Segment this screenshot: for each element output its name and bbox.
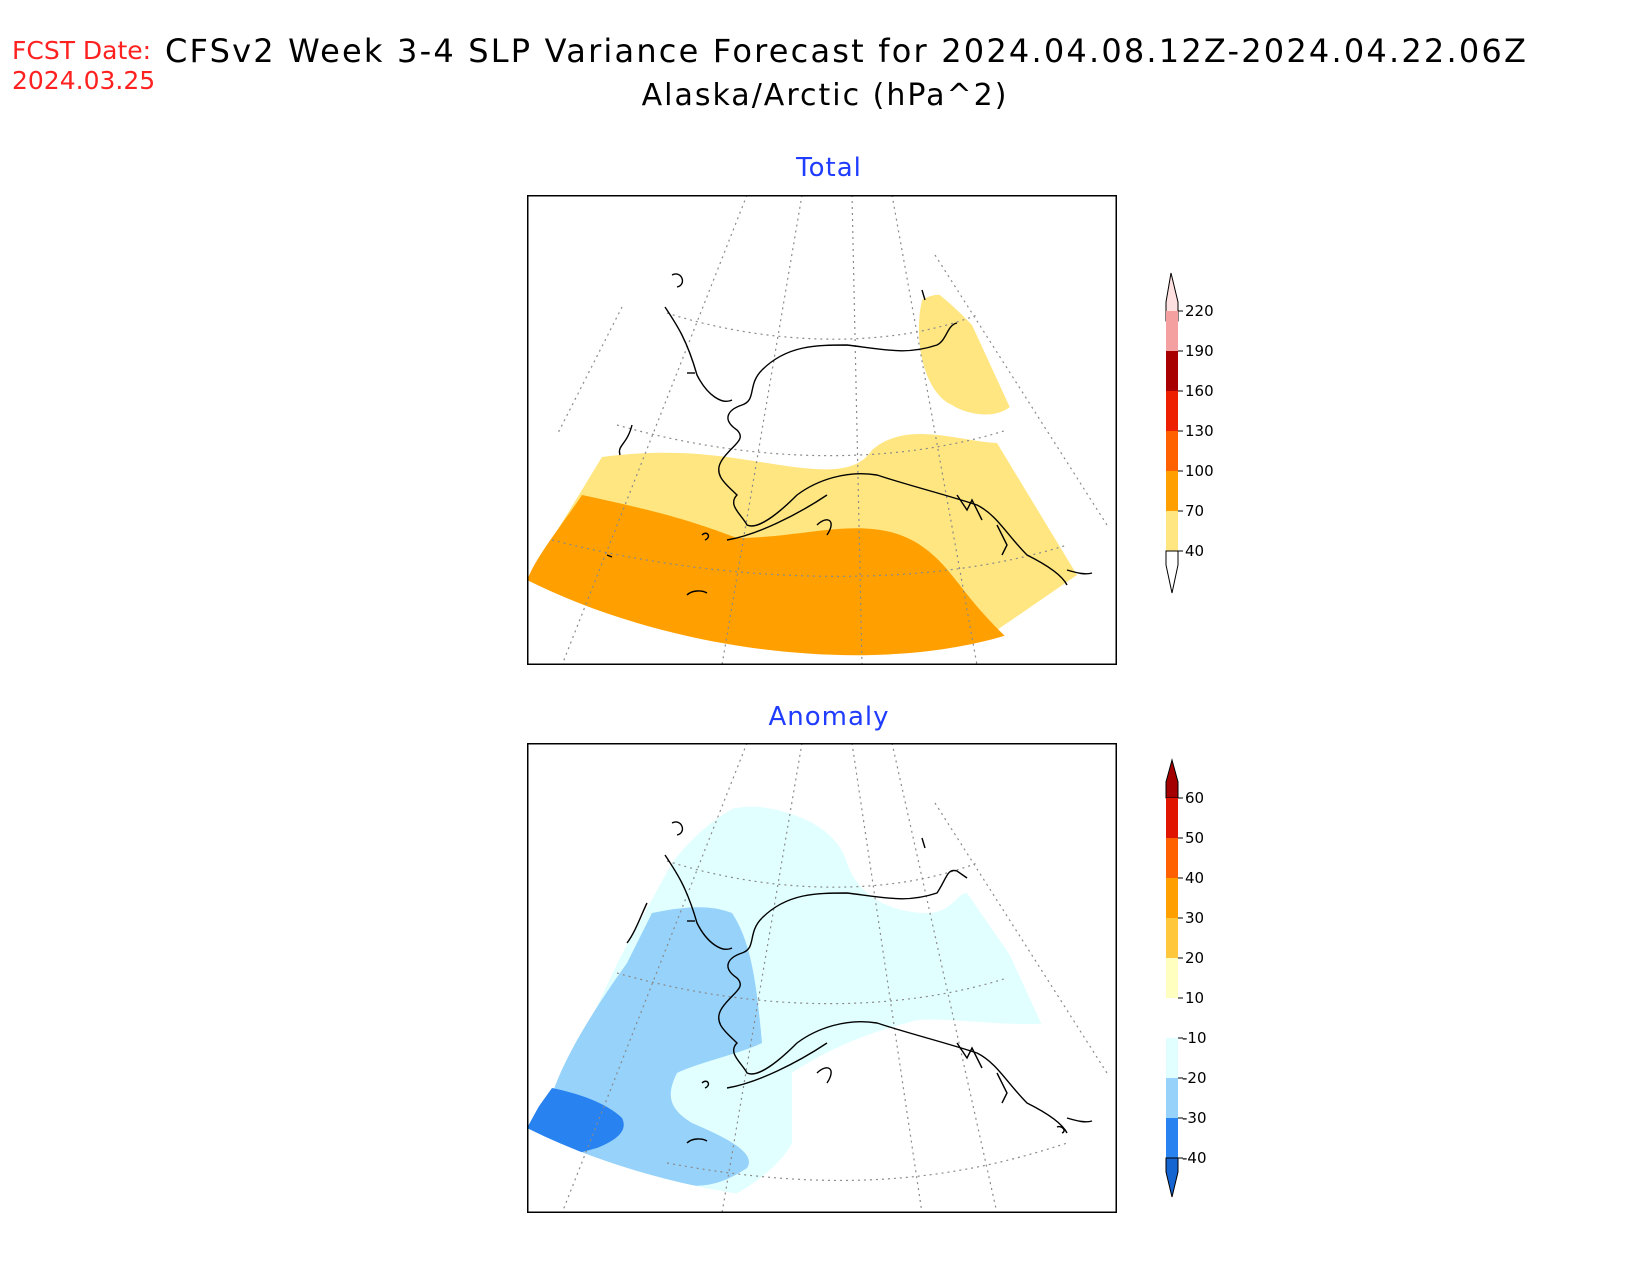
anomaly-colorbar-label: -40 bbox=[1182, 1149, 1207, 1167]
total-variance-map bbox=[527, 195, 1117, 665]
anomaly-colorbar-label: -20 bbox=[1182, 1069, 1207, 1087]
chart-title: CFSv2 Week 3-4 SLP Variance Forecast for… bbox=[165, 32, 1529, 70]
total-panel-title: Total bbox=[796, 153, 862, 183]
anomaly-colorbar-label: -30 bbox=[1182, 1109, 1207, 1127]
forecast-date-label: FCST Date: bbox=[12, 36, 152, 65]
anomaly-colorbar-label: 10 bbox=[1185, 989, 1204, 1007]
anomaly-colorbar-label: 20 bbox=[1185, 949, 1204, 967]
total-shade-70-100 bbox=[527, 495, 1007, 665]
total-colorbar-label: 100 bbox=[1185, 462, 1214, 480]
anomaly-colorbar-bin-m20-m10 bbox=[1166, 1038, 1178, 1078]
anomaly-colorbar-label: -10 bbox=[1182, 1029, 1207, 1047]
total-colorbar-bin-40-70 bbox=[1166, 511, 1178, 551]
anomaly-colorbar-bin-50-60 bbox=[1166, 798, 1178, 838]
total-colorbar-label: 70 bbox=[1185, 502, 1204, 520]
anomaly-colorbar-bin-m10-10 bbox=[1166, 998, 1178, 1038]
total-colorbar-label: 220 bbox=[1185, 302, 1214, 320]
total-colorbar-bin-70-100 bbox=[1166, 471, 1178, 511]
total-shade-40-70-north bbox=[918, 294, 1012, 415]
chart-subtitle: Alaska/Arctic (hPa^2) bbox=[641, 78, 1009, 113]
anomaly-colorbar-bin-10-20 bbox=[1166, 958, 1178, 998]
total-colorbar-bin-190-220 bbox=[1166, 311, 1178, 351]
total-colorbar-label: 190 bbox=[1185, 342, 1214, 360]
anomaly-colorbar-bin-m30-m20 bbox=[1166, 1078, 1178, 1118]
total-colorbar-bin-100-130 bbox=[1166, 431, 1178, 471]
total-colorbar-bin-160-190 bbox=[1166, 351, 1178, 391]
anomaly-colorbar-bin-40-50 bbox=[1166, 838, 1178, 878]
anomaly-colorbar-bin-30-40 bbox=[1166, 878, 1178, 918]
anomaly-colorbar-label: 30 bbox=[1185, 909, 1204, 927]
anomaly-colorbar-upper-cap bbox=[1165, 758, 1179, 799]
anomaly-colorbar-bin-20-30 bbox=[1166, 918, 1178, 958]
anomaly-colorbar-label: 50 bbox=[1185, 829, 1204, 847]
anomaly-colorbar-lower-cap bbox=[1165, 1157, 1179, 1198]
anomaly-panel-title: Anomaly bbox=[768, 702, 890, 732]
anomaly-colorbar-bin-m40-m30 bbox=[1166, 1118, 1178, 1158]
total-colorbar-label: 40 bbox=[1185, 542, 1204, 560]
total-colorbar-label: 130 bbox=[1185, 422, 1214, 440]
anomaly-colorbar-label: 60 bbox=[1185, 789, 1204, 807]
total-colorbar-lower-cap bbox=[1165, 550, 1179, 594]
total-colorbar: 40 70 100 130 160 190 220 bbox=[1165, 272, 1214, 594]
total-colorbar-label: 160 bbox=[1185, 382, 1214, 400]
anomaly-variance-map bbox=[527, 743, 1117, 1213]
total-colorbar-bin-130-160 bbox=[1166, 391, 1178, 431]
anomaly-colorbar-label: 40 bbox=[1185, 869, 1204, 887]
anomaly-colorbar: -40 -30 -20 -10 10 20 30 40 50 60 bbox=[1165, 758, 1207, 1198]
forecast-date-value: 2024.03.25 bbox=[12, 66, 156, 95]
anomaly-shade-m30-m40 bbox=[527, 1088, 624, 1156]
